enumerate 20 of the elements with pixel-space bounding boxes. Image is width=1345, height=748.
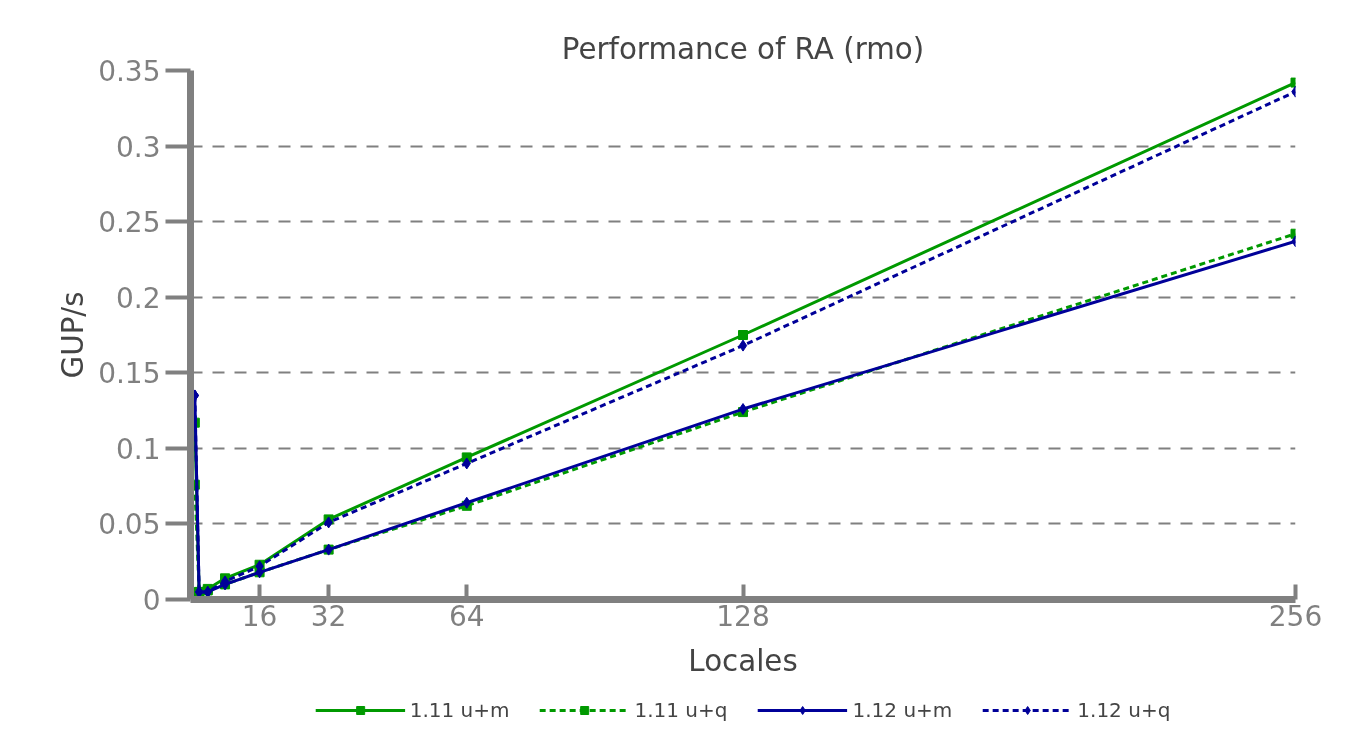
x-axis-title: Locales	[688, 643, 798, 678]
y-tick-label: 0.3	[115, 130, 161, 164]
x-tick-label: 128	[716, 599, 770, 633]
chart-title: Performance of RA (rmo)	[561, 31, 925, 66]
y-tick-label: 0.2	[115, 281, 161, 315]
x-tick-label: 64	[448, 599, 485, 633]
x-tick-label: 16	[241, 599, 278, 633]
x-tick-label: 32	[310, 599, 347, 633]
legend-label: 1.11 u+m	[409, 698, 510, 722]
y-tick-label: 0.15	[98, 357, 161, 391]
y-tick-label: 0.35	[98, 55, 161, 88]
x-tick-label: 256	[1268, 599, 1323, 633]
y-tick-label: 0	[142, 584, 161, 617]
y-axis-title: GUP/s	[56, 291, 91, 379]
y-tick-label: 0.05	[98, 508, 161, 542]
legend-label: 1.11 u+q	[634, 698, 728, 722]
y-tick-label: 0.25	[98, 206, 161, 240]
legend-label: 1.12 u+q	[1077, 698, 1171, 722]
y-tick-label: 0.1	[115, 432, 161, 466]
legend-label: 1.12 u+m	[852, 698, 953, 722]
